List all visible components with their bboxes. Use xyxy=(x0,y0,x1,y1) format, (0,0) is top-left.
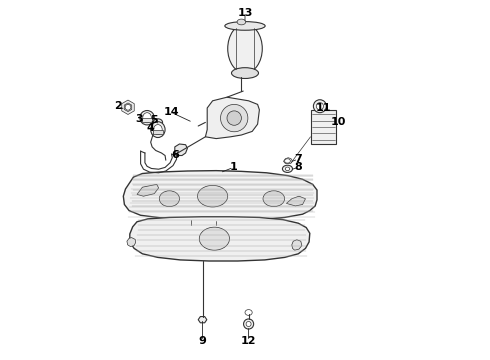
Ellipse shape xyxy=(225,22,265,30)
Text: 8: 8 xyxy=(294,162,302,172)
Ellipse shape xyxy=(220,104,248,132)
Ellipse shape xyxy=(140,111,154,125)
Polygon shape xyxy=(130,217,310,261)
Ellipse shape xyxy=(231,68,259,78)
Polygon shape xyxy=(286,196,305,206)
Ellipse shape xyxy=(282,165,293,172)
Text: 10: 10 xyxy=(330,117,345,127)
Text: 4: 4 xyxy=(147,123,155,133)
Text: 12: 12 xyxy=(241,336,256,346)
Ellipse shape xyxy=(285,159,291,163)
Ellipse shape xyxy=(285,167,290,171)
Bar xyxy=(153,130,163,134)
Text: 1: 1 xyxy=(230,162,237,172)
Polygon shape xyxy=(127,238,136,247)
Text: 2: 2 xyxy=(114,101,122,111)
Text: 3: 3 xyxy=(135,114,143,124)
Ellipse shape xyxy=(227,111,242,125)
Text: 9: 9 xyxy=(198,336,206,346)
Ellipse shape xyxy=(246,321,251,327)
Polygon shape xyxy=(292,240,302,250)
Ellipse shape xyxy=(314,100,326,113)
Ellipse shape xyxy=(237,19,245,25)
Text: 6: 6 xyxy=(171,150,179,160)
Ellipse shape xyxy=(263,191,285,207)
Polygon shape xyxy=(122,100,134,114)
Text: 11: 11 xyxy=(316,103,331,113)
Ellipse shape xyxy=(153,119,163,126)
Polygon shape xyxy=(198,316,207,323)
Polygon shape xyxy=(175,144,187,156)
Bar xyxy=(311,110,337,144)
Polygon shape xyxy=(205,97,259,139)
Ellipse shape xyxy=(159,191,179,207)
Ellipse shape xyxy=(125,104,131,110)
Text: 7: 7 xyxy=(294,154,302,164)
Ellipse shape xyxy=(197,185,228,207)
Polygon shape xyxy=(123,171,317,220)
Text: 13: 13 xyxy=(237,8,253,18)
Polygon shape xyxy=(284,158,293,163)
Ellipse shape xyxy=(228,24,262,73)
Ellipse shape xyxy=(143,113,151,123)
Bar xyxy=(143,118,152,122)
Text: 14: 14 xyxy=(163,107,179,117)
Text: 5: 5 xyxy=(150,114,158,125)
Ellipse shape xyxy=(151,122,165,138)
Ellipse shape xyxy=(153,125,162,135)
Polygon shape xyxy=(137,184,159,196)
Ellipse shape xyxy=(244,319,254,329)
Ellipse shape xyxy=(199,227,229,250)
Ellipse shape xyxy=(316,103,323,110)
